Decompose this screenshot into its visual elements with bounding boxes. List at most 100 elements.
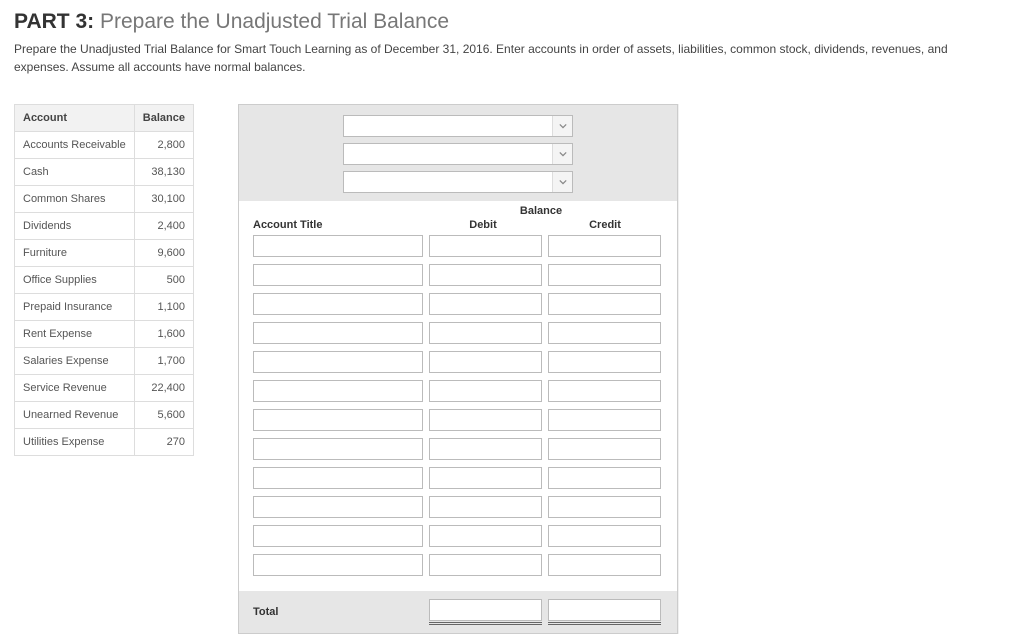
account-title-input[interactable] <box>253 467 423 489</box>
credit-input[interactable] <box>548 496 661 518</box>
debit-input[interactable] <box>429 351 542 373</box>
ref-account-name: Utilities Expense <box>15 429 135 456</box>
worksheet-total-row: Total <box>239 591 677 633</box>
ref-account-balance: 1,700 <box>134 348 193 375</box>
worksheet-row <box>253 351 663 373</box>
page-heading: PART 3: Prepare the Unadjusted Trial Bal… <box>14 10 1010 34</box>
chevron-down-icon <box>552 116 572 136</box>
credit-input[interactable] <box>548 322 661 344</box>
header-select-1[interactable] <box>343 115 573 137</box>
table-row: Office Supplies500 <box>15 267 194 294</box>
account-title-input[interactable] <box>253 235 423 257</box>
credit-input[interactable] <box>548 554 661 576</box>
credit-input[interactable] <box>548 293 661 315</box>
credit-input[interactable] <box>548 438 661 460</box>
chevron-down-icon <box>552 172 572 192</box>
worksheet-row <box>253 235 663 257</box>
account-title-input[interactable] <box>253 264 423 286</box>
debit-input[interactable] <box>429 525 542 547</box>
ref-account-name: Prepaid Insurance <box>15 294 135 321</box>
ref-account-name: Rent Expense <box>15 321 135 348</box>
table-row: Utilities Expense270 <box>15 429 194 456</box>
ref-account-name: Salaries Expense <box>15 348 135 375</box>
ref-account-balance: 2,400 <box>134 213 193 240</box>
reference-table: Account Balance Accounts Receivable2,800… <box>14 104 194 456</box>
worksheet-header <box>239 105 677 201</box>
total-debit-input[interactable] <box>429 599 542 621</box>
header-select-2[interactable] <box>343 143 573 165</box>
worksheet-row <box>253 496 663 518</box>
ref-account-balance: 500 <box>134 267 193 294</box>
trial-balance-worksheet: Account Title Balance Debit Credit Total <box>238 104 678 634</box>
debit-input[interactable] <box>429 496 542 518</box>
credit-input[interactable] <box>548 467 661 489</box>
account-title-input[interactable] <box>253 438 423 460</box>
ref-account-name: Furniture <box>15 240 135 267</box>
ref-account-balance: 1,100 <box>134 294 193 321</box>
worksheet-row <box>253 438 663 460</box>
worksheet-row <box>253 264 663 286</box>
chevron-down-icon <box>552 144 572 164</box>
debit-input[interactable] <box>429 554 542 576</box>
ref-account-name: Common Shares <box>15 186 135 213</box>
ref-account-name: Dividends <box>15 213 135 240</box>
debit-input[interactable] <box>429 235 542 257</box>
debit-input[interactable] <box>429 293 542 315</box>
credit-input[interactable] <box>548 409 661 431</box>
table-row: Salaries Expense1,700 <box>15 348 194 375</box>
worksheet-row <box>253 409 663 431</box>
worksheet-row <box>253 322 663 344</box>
total-label: Total <box>253 606 423 618</box>
ref-account-balance: 5,600 <box>134 402 193 429</box>
ref-account-balance: 270 <box>134 429 193 456</box>
ref-account-balance: 38,130 <box>134 159 193 186</box>
ref-account-name: Unearned Revenue <box>15 402 135 429</box>
col-credit: Credit <box>547 219 663 231</box>
table-row: Unearned Revenue5,600 <box>15 402 194 429</box>
part-label: PART 3: <box>14 10 94 33</box>
table-row: Rent Expense1,600 <box>15 321 194 348</box>
table-row: Dividends2,400 <box>15 213 194 240</box>
table-row: Furniture9,600 <box>15 240 194 267</box>
table-row: Prepaid Insurance1,100 <box>15 294 194 321</box>
account-title-input[interactable] <box>253 322 423 344</box>
header-select-3[interactable] <box>343 171 573 193</box>
ref-account-balance: 30,100 <box>134 186 193 213</box>
credit-input[interactable] <box>548 351 661 373</box>
debit-input[interactable] <box>429 467 542 489</box>
ref-account-name: Cash <box>15 159 135 186</box>
ref-col-balance: Balance <box>134 105 193 132</box>
account-title-input[interactable] <box>253 525 423 547</box>
account-title-input[interactable] <box>253 380 423 402</box>
account-title-input[interactable] <box>253 554 423 576</box>
ref-account-balance: 9,600 <box>134 240 193 267</box>
instructions-text: Prepare the Unadjusted Trial Balance for… <box>14 40 974 76</box>
debit-input[interactable] <box>429 409 542 431</box>
debit-input[interactable] <box>429 380 542 402</box>
account-title-input[interactable] <box>253 409 423 431</box>
worksheet-row <box>253 525 663 547</box>
debit-input[interactable] <box>429 438 542 460</box>
heading-title: Prepare the Unadjusted Trial Balance <box>100 10 449 33</box>
col-balance-group: Balance <box>419 205 663 217</box>
account-title-input[interactable] <box>253 496 423 518</box>
debit-input[interactable] <box>429 322 542 344</box>
credit-input[interactable] <box>548 525 661 547</box>
worksheet-row <box>253 380 663 402</box>
col-debit: Debit <box>425 219 541 231</box>
account-title-input[interactable] <box>253 293 423 315</box>
debit-input[interactable] <box>429 264 542 286</box>
credit-input[interactable] <box>548 264 661 286</box>
credit-input[interactable] <box>548 235 661 257</box>
credit-input[interactable] <box>548 380 661 402</box>
worksheet-row <box>253 467 663 489</box>
worksheet-row <box>253 554 663 576</box>
total-credit-input[interactable] <box>548 599 661 621</box>
account-title-input[interactable] <box>253 351 423 373</box>
worksheet-row <box>253 293 663 315</box>
ref-account-balance: 1,600 <box>134 321 193 348</box>
table-row: Cash38,130 <box>15 159 194 186</box>
col-account-title: Account Title <box>253 219 322 231</box>
table-row: Common Shares30,100 <box>15 186 194 213</box>
ref-account-name: Service Revenue <box>15 375 135 402</box>
